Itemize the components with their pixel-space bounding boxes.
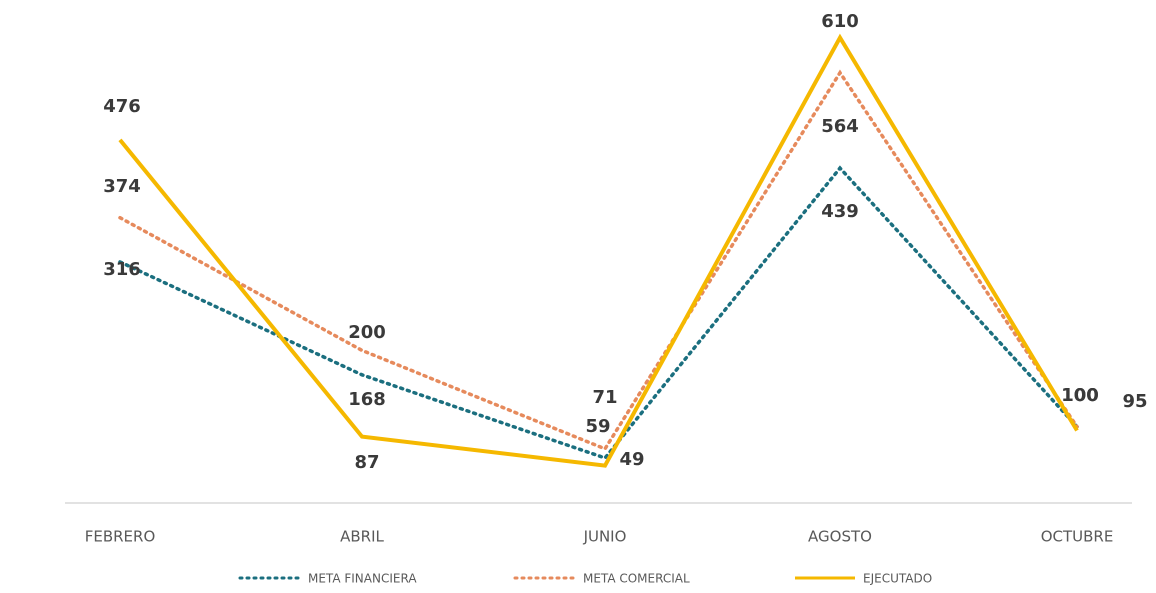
data-label: 439 xyxy=(821,201,859,222)
x-tick-label: OCTUBRE xyxy=(1041,528,1114,546)
data-label: 316 xyxy=(103,259,141,280)
data-label: 95 xyxy=(1122,391,1147,412)
data-label: 610 xyxy=(821,11,859,32)
data-label: 59 xyxy=(585,416,610,437)
x-tick-label: ABRIL xyxy=(340,528,384,546)
data-label: 168 xyxy=(348,389,386,410)
data-label: 100 xyxy=(1061,385,1099,406)
x-tick-label: AGOSTO xyxy=(808,528,872,546)
data-label: 200 xyxy=(348,322,386,343)
line-series xyxy=(118,69,1079,452)
legend-label: META COMERCIAL xyxy=(583,572,690,586)
legend-label: EJECUTADO xyxy=(863,572,932,586)
x-tick-label: FEBRERO xyxy=(85,528,156,546)
line-series xyxy=(118,33,1079,468)
data-label: 100 xyxy=(1061,385,1099,406)
data-label: 564 xyxy=(821,116,859,137)
x-tick-label: JUNIO xyxy=(583,528,627,546)
legend-label: META FINANCIERA xyxy=(308,572,417,586)
data-label: 71 xyxy=(592,387,617,408)
data-label: 87 xyxy=(354,452,379,473)
data-label: 374 xyxy=(103,176,141,197)
data-label: 49 xyxy=(619,449,644,470)
data-label: 476 xyxy=(103,96,141,117)
